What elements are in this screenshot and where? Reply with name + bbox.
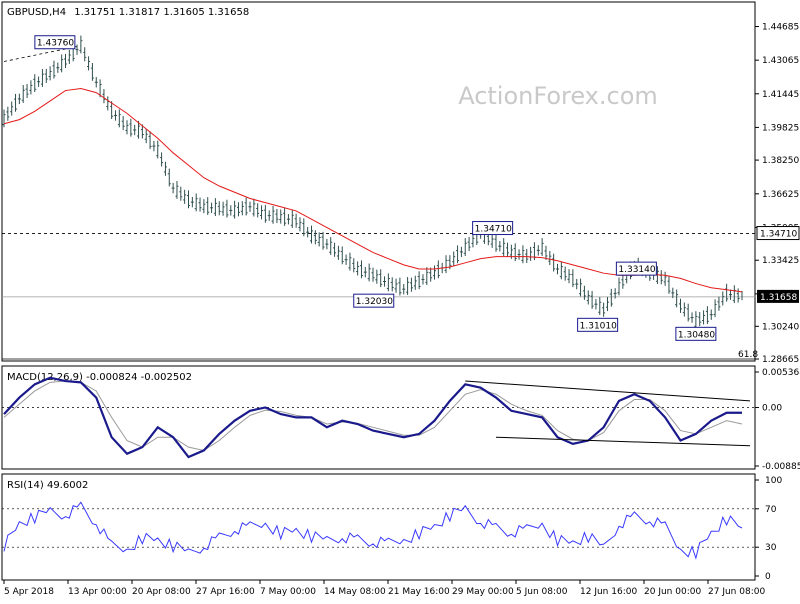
price-y-tick-label: 1.38250 <box>762 156 799 166</box>
price-y-tick-label: 1.39825 <box>762 123 799 133</box>
macd-title: MACD(12,26,9) -0.000824 -0.002502 <box>7 372 192 383</box>
price-y-tick-label: 1.28665 <box>762 355 799 365</box>
symbol-label: GBPUSD,H4 <box>7 7 66 18</box>
rsi-line <box>3 501 743 560</box>
x-tick-label: 14 May 08:00 <box>324 587 386 597</box>
price-y-tick-label: 1.36625 <box>762 190 799 200</box>
rsi-y-tick-label: 0 <box>765 572 771 582</box>
current-price-tag-label: 1.31658 <box>760 293 797 303</box>
level-tag-label: 1.34710 <box>760 230 797 240</box>
macd-y-tick-label: -0.008855 <box>762 462 800 472</box>
rsi-title: RSI(14) 49.6002 <box>7 480 88 491</box>
macd-signal-line <box>3 380 743 451</box>
x-tick-label: 29 May 00:00 <box>452 587 514 597</box>
rsi-y-tick-label: 100 <box>765 476 782 486</box>
rsi-y-tick-label: 30 <box>765 543 777 553</box>
macd-layer <box>2 376 755 459</box>
price-y-tick-label: 1.41445 <box>762 90 799 100</box>
x-tick-label: 20 Jun 00:00 <box>644 587 701 597</box>
fib-label: 61.8 <box>738 350 758 360</box>
price-layer: 1.43760 1.34710 1.33140 1.32030 1.31010 1.304… <box>2 35 755 360</box>
price-annotation: 1.33140 <box>618 265 655 275</box>
x-tick-label: 27 Apr 16:00 <box>196 587 255 597</box>
price-y-tick-label: 1.43065 <box>762 56 799 66</box>
price-annotation-box <box>577 317 619 332</box>
rsi-y-tick-label: 70 <box>765 505 777 515</box>
macd-trendline <box>465 380 751 402</box>
macd-panel-frame <box>1 365 756 470</box>
x-tick-label: 13 Apr 00:00 <box>68 587 127 597</box>
x-tick-label: 5 Jun 08:00 <box>516 587 568 597</box>
x-tick-label: 12 Jun 16:00 <box>580 587 637 597</box>
macd-y-tick-label: 0.00 <box>762 403 782 413</box>
price-annotation: 1.34710 <box>475 225 512 235</box>
x-tick-label: 21 May 16:00 <box>388 587 450 597</box>
current-price-tag <box>757 289 799 303</box>
ema-line <box>3 87 743 293</box>
x-tick-label: 27 Jun 08:00 <box>708 587 765 597</box>
price-annotation-box <box>472 221 514 236</box>
price-annotation-box <box>34 35 76 50</box>
price-annotation: 1.43760 <box>37 39 74 49</box>
x-tick-label: 7 May 00:00 <box>260 587 316 597</box>
price-annotation: 1.31010 <box>580 321 617 331</box>
price-annotation: 1.32030 <box>356 297 393 307</box>
ohlc-values: 1.31751 1.31817 1.31605 1.31658 <box>74 7 249 18</box>
price-y-tick-label: 1.44685 <box>762 23 799 33</box>
price-annotation: 1.30480 <box>678 330 715 340</box>
x-tick-label: 20 Apr 08:00 <box>132 587 191 597</box>
macd-trendline <box>495 436 751 447</box>
macd-line <box>3 376 742 459</box>
price-y-tick-label: 1.33425 <box>762 256 799 266</box>
price-y-tick-label: 1.30240 <box>762 322 799 332</box>
watermark: ActionForex.com <box>458 82 658 110</box>
price-annotation-box <box>675 326 717 341</box>
level-tag <box>756 226 800 241</box>
trend-dashed-line <box>3 45 81 62</box>
macd-y-tick-label: 0.005368 <box>762 368 800 378</box>
x-tick-label: 5 Apr 2018 <box>4 587 54 597</box>
price-annotation-box <box>353 293 395 308</box>
price-annotation-box <box>615 261 657 276</box>
price-panel-frame <box>1 1 756 362</box>
rsi-panel-frame <box>1 473 756 581</box>
rsi-layer <box>2 501 755 560</box>
symbol-timeframe: GBPUSD,H4 1.31751 1.31817 1.31605 1.3165… <box>7 7 249 18</box>
axis-layer: 1.44685 1.43065 1.41445 1.39825 1.38250 1.366… <box>3 23 800 597</box>
